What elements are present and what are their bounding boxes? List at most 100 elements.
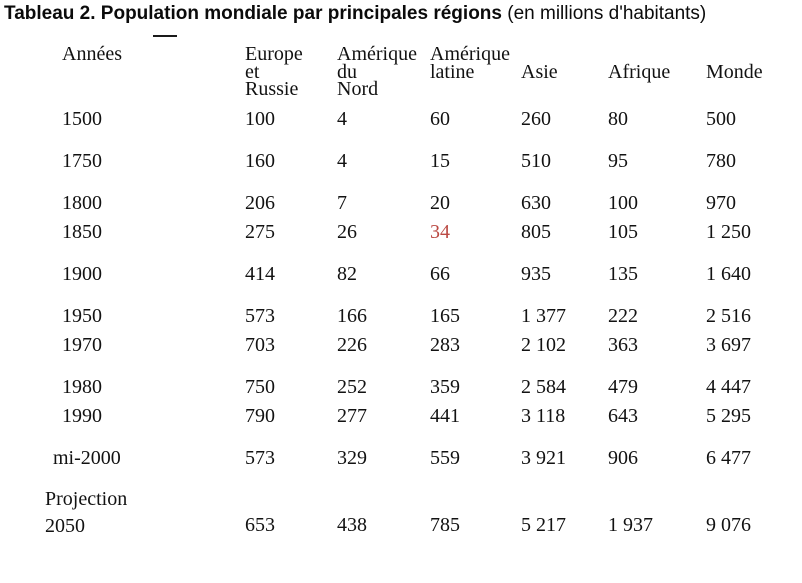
value-cell: 34 xyxy=(430,220,450,243)
value-cell: 805 xyxy=(521,220,551,243)
row-label: Projection 2050 xyxy=(45,487,128,537)
table-row: 1970 703 226 283 2 102 363 3 697 xyxy=(44,331,802,360)
row-label: 1500 xyxy=(62,107,102,130)
value-cell: 790 xyxy=(245,404,275,427)
value-cell: 1 937 xyxy=(608,513,653,536)
value-cell: 26 xyxy=(337,220,357,243)
value-cell: 277 xyxy=(337,404,367,427)
value-cell: 7 xyxy=(337,191,347,214)
row-label: 1990 xyxy=(62,404,102,427)
table-header: Années Europe et Russie Amérique du Nord… xyxy=(44,43,802,105)
column-header-europe-russie: Europe et Russie xyxy=(245,43,303,100)
table-title-unit: (en millions d'habitants) xyxy=(501,3,707,24)
row-label: 1800 xyxy=(62,191,102,214)
value-cell: 135 xyxy=(608,262,638,285)
value-cell: 222 xyxy=(608,304,638,327)
value-cell: 252 xyxy=(337,375,367,398)
row-label: 1980 xyxy=(62,375,102,398)
value-cell: 4 447 xyxy=(706,375,751,398)
value-cell: 510 xyxy=(521,149,551,172)
table-row: 1950 573 166 165 1 377 222 2 516 xyxy=(44,289,802,331)
value-cell: 2 584 xyxy=(521,375,566,398)
value-cell: 105 xyxy=(608,220,638,243)
value-cell: 165 xyxy=(430,304,460,327)
value-cell: 500 xyxy=(706,107,736,130)
value-cell: 703 xyxy=(245,333,275,356)
value-cell: 559 xyxy=(430,446,460,469)
column-header-annees: Années xyxy=(62,43,122,65)
value-cell: 15 xyxy=(430,149,450,172)
value-cell: 166 xyxy=(337,304,367,327)
value-cell: 206 xyxy=(245,191,275,214)
value-cell: 438 xyxy=(337,513,367,536)
value-cell: 6 477 xyxy=(706,446,751,469)
table-row: 1800 206 7 20 630 100 970 xyxy=(44,176,802,218)
value-cell: 1 250 xyxy=(706,220,751,243)
value-cell: 785 xyxy=(430,513,460,536)
value-cell: 573 xyxy=(245,446,275,469)
value-cell: 2 102 xyxy=(521,333,566,356)
table-row: Projection 2050 653 438 785 5 217 1 937 9 076 xyxy=(44,473,802,540)
value-cell: 283 xyxy=(430,333,460,356)
table-title: Tableau 2. Population mondiale par princ… xyxy=(4,2,706,26)
header-row: Années Europe et Russie Amérique du Nord… xyxy=(44,43,802,105)
column-header-amerique-latine: Amérique latine xyxy=(430,43,510,83)
value-cell: 414 xyxy=(245,262,275,285)
value-cell: 95 xyxy=(608,149,628,172)
row-label: 1850 xyxy=(62,220,102,243)
table-title-bold: Tableau 2. Population mondiale par princ… xyxy=(4,3,502,24)
value-cell: 100 xyxy=(245,107,275,130)
value-cell: 1 377 xyxy=(521,304,566,327)
table-row: 1500 100 4 60 260 80 500 xyxy=(44,105,802,134)
value-cell: 3 697 xyxy=(706,333,751,356)
value-cell: 160 xyxy=(245,149,275,172)
value-cell: 479 xyxy=(608,375,638,398)
value-cell: 441 xyxy=(430,404,460,427)
column-header-monde: Monde xyxy=(706,60,763,83)
title-underline-mark xyxy=(153,35,177,37)
value-cell: 2 516 xyxy=(706,304,751,327)
value-cell: 329 xyxy=(337,446,367,469)
table-row: mi-2000 573 329 559 3 921 906 6 477 xyxy=(44,431,802,473)
value-cell: 260 xyxy=(521,107,551,130)
value-cell: 100 xyxy=(608,191,638,214)
row-label: 1900 xyxy=(62,262,102,285)
value-cell: 970 xyxy=(706,191,736,214)
value-cell: 82 xyxy=(337,262,357,285)
column-header-amerique-nord: Amérique du Nord xyxy=(337,43,417,100)
value-cell: 1 640 xyxy=(706,262,751,285)
column-header-asie: Asie xyxy=(521,60,558,83)
value-cell: 60 xyxy=(430,107,450,130)
table-row: 1850 275 26 34 805 105 1 250 xyxy=(44,218,802,247)
row-label: mi-2000 xyxy=(53,446,121,469)
row-label: 1970 xyxy=(62,333,102,356)
population-table: Années Europe et Russie Amérique du Nord… xyxy=(44,43,802,540)
value-cell: 363 xyxy=(608,333,638,356)
value-cell: 643 xyxy=(608,404,638,427)
value-cell: 275 xyxy=(245,220,275,243)
table-row: 1980 750 252 359 2 584 479 4 447 xyxy=(44,360,802,402)
value-cell: 4 xyxy=(337,107,347,130)
table-body: 1500 100 4 60 260 80 500 1750 160 4 15 510 95 780 1800… xyxy=(44,105,802,540)
value-cell: 226 xyxy=(337,333,367,356)
value-cell: 630 xyxy=(521,191,551,214)
value-cell: 5 295 xyxy=(706,404,751,427)
value-cell: 9 076 xyxy=(706,513,751,536)
value-cell: 750 xyxy=(245,375,275,398)
column-header-afrique: Afrique xyxy=(608,60,671,83)
value-cell: 3 921 xyxy=(521,446,566,469)
row-label: 1750 xyxy=(62,149,102,172)
table-row: 1900 414 82 66 935 135 1 640 xyxy=(44,247,802,289)
table-row: 1750 160 4 15 510 95 780 xyxy=(44,134,802,176)
value-cell: 906 xyxy=(608,446,638,469)
value-cell: 5 217 xyxy=(521,513,566,536)
value-cell: 780 xyxy=(706,149,736,172)
value-cell: 935 xyxy=(521,262,551,285)
value-cell: 4 xyxy=(337,149,347,172)
value-cell: 653 xyxy=(245,513,275,536)
value-cell: 359 xyxy=(430,375,460,398)
row-label: 1950 xyxy=(62,304,102,327)
value-cell: 80 xyxy=(608,107,628,130)
value-cell: 573 xyxy=(245,304,275,327)
